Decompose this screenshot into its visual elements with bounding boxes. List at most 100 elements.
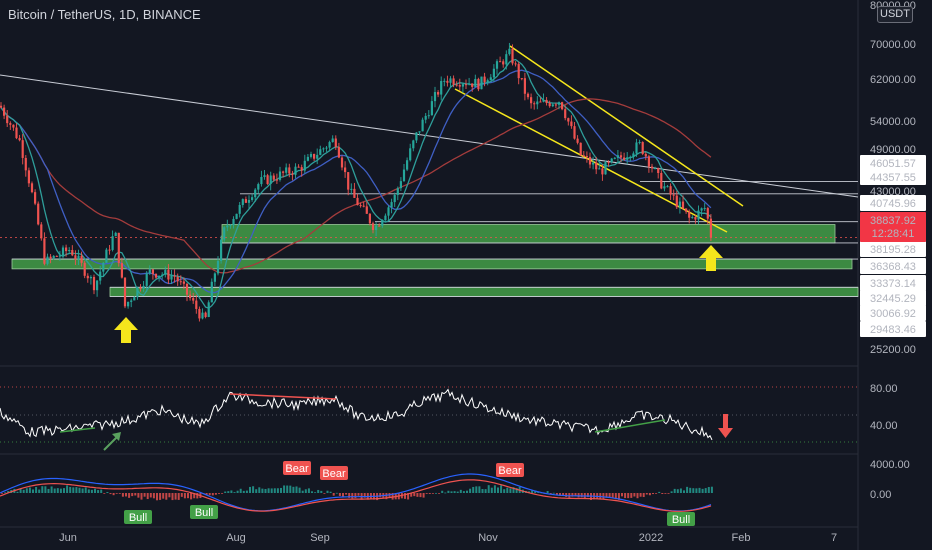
- candle-body: [446, 80, 449, 83]
- candle-body: [421, 119, 424, 132]
- time-tick-label: 7: [831, 532, 837, 544]
- candle-body: [347, 172, 350, 190]
- candle-body: [189, 294, 192, 299]
- candle-body: [356, 197, 359, 206]
- candle-body: [678, 201, 681, 208]
- macd-signal-line: [0, 479, 712, 512]
- macd-pane: 4000.00 0.00 Bear Bear Bear Bull Bull Bull: [0, 459, 910, 526]
- macd-histogram-bar: [270, 488, 273, 493]
- macd-histogram-bar: [577, 493, 580, 498]
- candle-body: [582, 155, 585, 157]
- down-arrow-shaft: [723, 414, 728, 432]
- macd-histogram-bar: [90, 489, 93, 493]
- macd-histogram-bar: [692, 488, 695, 493]
- candle-body: [669, 186, 672, 195]
- macd-histogram-bar: [261, 488, 264, 493]
- candle-body: [316, 154, 319, 159]
- candle-body: [638, 142, 641, 144]
- macd-histogram-bar: [419, 493, 422, 498]
- macd-histogram-bar: [379, 493, 382, 498]
- candle-body: [635, 142, 638, 154]
- support-zone: [221, 224, 836, 244]
- up-arrow-annotation: [699, 245, 723, 271]
- price-level-label: 46051.57: [870, 158, 916, 170]
- macd-histogram-bar: [22, 489, 25, 493]
- candle-body: [123, 277, 127, 307]
- candle-body: [477, 78, 480, 90]
- candle-body: [49, 256, 52, 259]
- macd-histogram-bar: [69, 486, 72, 493]
- candle-body: [254, 189, 257, 198]
- rsi-tick-label: 40.00: [870, 420, 898, 432]
- macd-histogram-bar: [221, 493, 224, 494]
- candle-body: [561, 102, 564, 110]
- macd-histogram-bar: [320, 490, 323, 493]
- macd-histogram-bar: [211, 493, 214, 496]
- macd-histogram-bar: [298, 487, 301, 493]
- macd-histogram-bar: [301, 490, 304, 493]
- candle-body: [340, 157, 344, 168]
- candle-body: [232, 218, 235, 226]
- candle-body: [266, 175, 269, 184]
- time-tick-label: Feb: [732, 532, 751, 544]
- candle-body: [353, 188, 356, 198]
- macd-histogram-bar: [307, 488, 310, 493]
- macd-histogram-bar: [137, 493, 140, 498]
- macd-histogram-bar: [428, 493, 431, 494]
- time-tick-label: 2022: [639, 532, 663, 544]
- macd-histogram-bar: [605, 493, 608, 498]
- candle-body: [570, 121, 573, 127]
- candle-body: [530, 97, 533, 104]
- macd-histogram-bar: [249, 486, 251, 493]
- candle-body: [306, 156, 309, 161]
- candle-body: [533, 103, 536, 105]
- macd-histogram-bar: [363, 493, 366, 498]
- candle-body: [139, 287, 142, 289]
- macd-histogram-bar: [466, 490, 468, 493]
- time-tick-label: Aug: [226, 532, 246, 544]
- candle-body: [629, 156, 632, 158]
- candle-body: [328, 142, 331, 148]
- macd-histogram-bar: [565, 493, 568, 497]
- price-level-label: 30066.92: [870, 308, 916, 320]
- candle-body: [43, 238, 46, 264]
- candle-body: [226, 225, 229, 228]
- candle-body: [545, 99, 548, 104]
- candle-body: [691, 217, 694, 219]
- candle-body: [486, 80, 489, 83]
- macd-histogram-bar: [602, 493, 605, 500]
- rsi-arrow-shaft: [103, 435, 119, 451]
- time-tick-label: Nov: [478, 532, 498, 544]
- candle-body: [344, 167, 347, 173]
- candle-body: [452, 78, 455, 85]
- candle-body: [161, 274, 164, 276]
- candle-body: [297, 166, 300, 168]
- macd-histogram-bar: [410, 493, 413, 497]
- macd-histogram-bar: [146, 493, 149, 500]
- macd-histogram-bar: [667, 493, 670, 494]
- candle-body: [368, 213, 371, 224]
- candle-body: [30, 183, 34, 193]
- macd-histogram-bar: [484, 489, 487, 493]
- candle-body: [480, 76, 483, 90]
- currency-button[interactable]: USDT: [877, 6, 913, 23]
- candle-body: [244, 199, 247, 203]
- candle-body: [216, 260, 220, 274]
- macd-histogram-bar: [128, 493, 131, 498]
- macd-histogram-bar: [444, 492, 447, 494]
- rsi-line: [0, 388, 713, 441]
- macd-histogram-bar: [614, 493, 617, 500]
- macd-histogram-bar: [156, 493, 158, 501]
- candle-body: [384, 215, 387, 221]
- candle-body: [6, 115, 9, 124]
- macd-histogram-bar: [180, 493, 183, 497]
- macd-histogram-bar: [286, 485, 289, 493]
- candle-body: [681, 201, 685, 209]
- macd-histogram-bar: [630, 493, 633, 498]
- candle-body: [579, 142, 582, 156]
- macd-histogram-bar: [534, 490, 537, 493]
- candle-body: [576, 138, 579, 143]
- macd-histogram-bar: [224, 491, 227, 493]
- candle-body: [402, 169, 406, 182]
